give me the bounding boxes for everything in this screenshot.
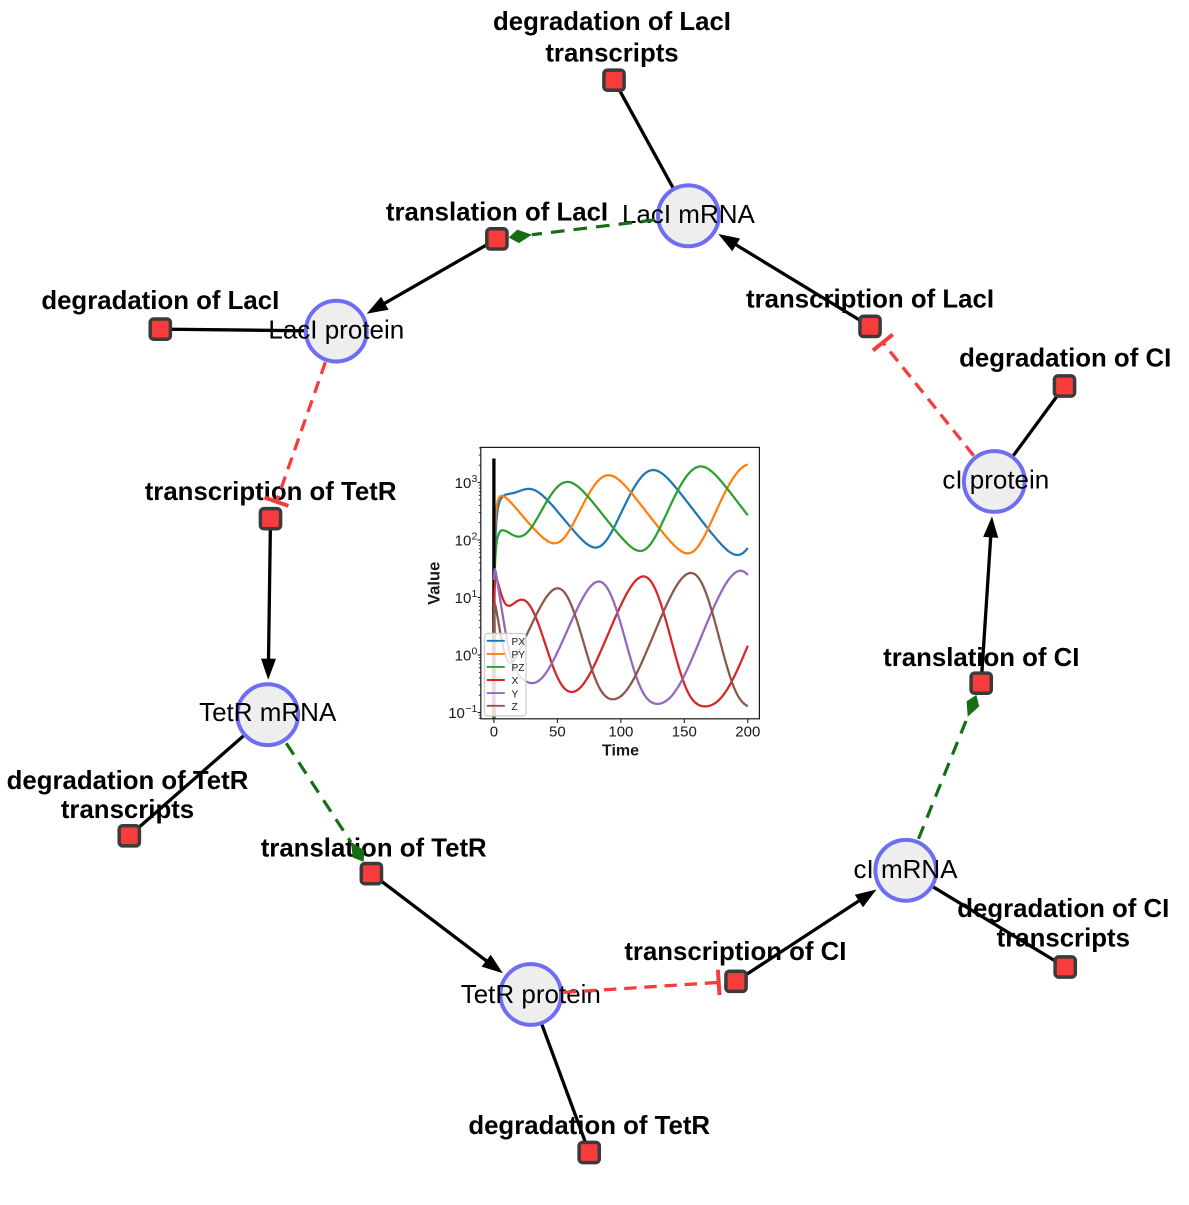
svg-text:translation of CI: translation of CI xyxy=(883,644,1079,672)
svg-text:PZ: PZ xyxy=(512,663,525,674)
svg-text:translation of TetR: translation of TetR xyxy=(261,835,487,863)
svg-text:degradation of LacI: degradation of LacI xyxy=(41,287,279,315)
svg-text:LacI mRNA: LacI mRNA xyxy=(622,199,756,229)
svg-text:10: 10 xyxy=(455,533,472,550)
svg-text:10: 10 xyxy=(455,475,472,492)
svg-text:transcripts: transcripts xyxy=(545,40,678,68)
svg-text:PY: PY xyxy=(512,650,526,661)
svg-text:X: X xyxy=(512,676,519,687)
svg-text:degradation of CI: degradation of CI xyxy=(959,344,1171,372)
svg-text:LacI protein: LacI protein xyxy=(268,315,404,345)
svg-text:PX: PX xyxy=(512,637,526,648)
svg-text:0: 0 xyxy=(490,724,498,741)
svg-text:3: 3 xyxy=(471,473,477,485)
svg-text:degradation of TetR: degradation of TetR xyxy=(468,1112,710,1140)
svg-text:transcription of CI: transcription of CI xyxy=(624,938,846,966)
svg-text:transcription of LacI: transcription of LacI xyxy=(746,286,994,314)
svg-text:0: 0 xyxy=(471,646,477,658)
svg-text:50: 50 xyxy=(549,724,566,741)
svg-text:Y: Y xyxy=(512,689,519,700)
svg-text:translation of LacI: translation of LacI xyxy=(386,198,608,226)
svg-text:TetR protein: TetR protein xyxy=(461,979,601,1009)
svg-text:Value: Value xyxy=(426,562,444,605)
svg-text:cI mRNA: cI mRNA xyxy=(854,854,959,884)
svg-text:−1: −1 xyxy=(465,703,477,715)
svg-text:2: 2 xyxy=(471,531,477,543)
svg-text:cI protein: cI protein xyxy=(942,465,1049,495)
svg-text:transcripts: transcripts xyxy=(61,796,194,824)
svg-text:150: 150 xyxy=(672,724,697,741)
svg-text:TetR mRNA: TetR mRNA xyxy=(199,697,337,727)
svg-text:transcripts: transcripts xyxy=(997,925,1130,953)
svg-text:Z: Z xyxy=(512,702,518,713)
svg-text:1: 1 xyxy=(471,588,477,600)
svg-text:degradation of TetR: degradation of TetR xyxy=(7,767,249,795)
svg-text:degradation of LacI: degradation of LacI xyxy=(493,8,731,36)
svg-text:10: 10 xyxy=(448,705,465,722)
svg-text:degradation of CI: degradation of CI xyxy=(957,895,1169,923)
svg-text:10: 10 xyxy=(455,648,472,665)
svg-text:100: 100 xyxy=(608,724,633,741)
svg-text:10: 10 xyxy=(455,590,472,607)
svg-text:Time: Time xyxy=(602,743,639,760)
svg-text:200: 200 xyxy=(735,724,760,741)
